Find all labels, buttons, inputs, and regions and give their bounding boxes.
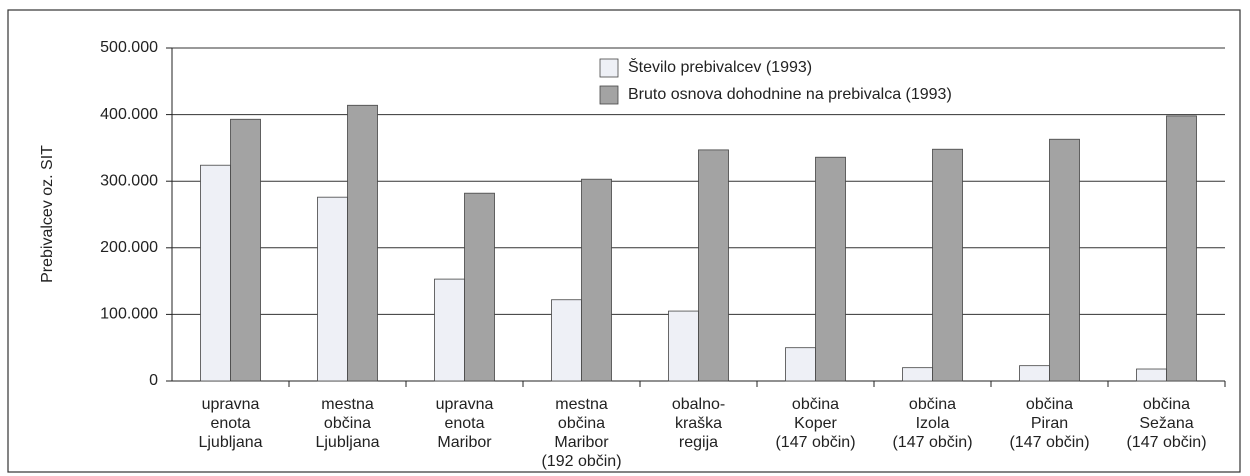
x-tick-label: obalno- bbox=[672, 396, 725, 413]
bar bbox=[668, 310, 699, 382]
legend-swatch bbox=[599, 85, 619, 105]
x-tick-label: občina bbox=[324, 415, 371, 432]
x-tick-label: (147 občin) bbox=[1126, 434, 1206, 451]
bar bbox=[815, 156, 846, 382]
x-tick-label: (147 občin) bbox=[1009, 434, 1089, 451]
bar bbox=[464, 192, 495, 382]
x-tick-label: Ljubljana bbox=[198, 434, 262, 451]
frame bbox=[7, 9, 1241, 473]
x-tick-label: (147 občin) bbox=[775, 434, 855, 451]
x-tick-label: Sežana bbox=[1139, 415, 1193, 432]
x-tick-label: (147 občin) bbox=[892, 434, 972, 451]
y-tick-label: 0 bbox=[149, 372, 158, 389]
bar bbox=[1166, 115, 1197, 382]
x-tick-label: Maribor bbox=[554, 434, 609, 451]
bar bbox=[1019, 365, 1050, 382]
bar bbox=[200, 164, 231, 382]
bar bbox=[230, 118, 261, 382]
y-tick-label: 400.000 bbox=[100, 106, 158, 123]
bar bbox=[1136, 368, 1167, 382]
bar bbox=[581, 178, 612, 382]
x-tick-label: upravna bbox=[202, 396, 260, 413]
y-tick-label: 200.000 bbox=[100, 239, 158, 256]
x-tick-label: mestna bbox=[555, 396, 608, 413]
x-tick-label: kraška bbox=[675, 415, 722, 432]
x-tick-label: občina bbox=[792, 396, 839, 413]
x-tick-label: Koper bbox=[794, 415, 837, 432]
legend-label: Število prebivalcev (1993) bbox=[628, 57, 812, 76]
y-tick-label: 100.000 bbox=[100, 306, 158, 323]
x-tick-label: Izola bbox=[916, 415, 950, 432]
bar bbox=[902, 367, 933, 382]
x-tick-label: upravna bbox=[436, 396, 494, 413]
y-tick-label: 300.000 bbox=[100, 172, 158, 189]
x-tick-label: občina bbox=[1143, 396, 1190, 413]
y-axis-label: Prebivalcev oz. SIT bbox=[39, 145, 56, 283]
bar bbox=[785, 347, 816, 382]
legend-label: Bruto osnova dohodnine na prebivalca (19… bbox=[628, 86, 952, 103]
x-tick-label: (192 občin) bbox=[541, 453, 621, 470]
x-tick-label: občina bbox=[558, 415, 605, 432]
bar bbox=[317, 196, 348, 382]
x-tick-label: občina bbox=[1026, 396, 1073, 413]
x-tick-label: občina bbox=[909, 396, 956, 413]
x-tick-label: Maribor bbox=[437, 434, 492, 451]
x-tick-label: Piran bbox=[1031, 415, 1068, 432]
bar bbox=[551, 299, 582, 382]
bar bbox=[698, 149, 729, 382]
bar bbox=[932, 148, 963, 382]
bar bbox=[434, 278, 465, 382]
bar bbox=[1049, 138, 1080, 382]
bar bbox=[347, 104, 378, 382]
x-tick-label: regija bbox=[679, 434, 718, 451]
x-tick-label: Ljubljana bbox=[315, 434, 379, 451]
x-tick-label: mestna bbox=[321, 396, 374, 413]
y-tick-label: 500.000 bbox=[100, 39, 158, 56]
x-tick-label: enota bbox=[210, 415, 250, 432]
legend-swatch bbox=[599, 58, 619, 78]
x-tick-label: enota bbox=[444, 415, 484, 432]
